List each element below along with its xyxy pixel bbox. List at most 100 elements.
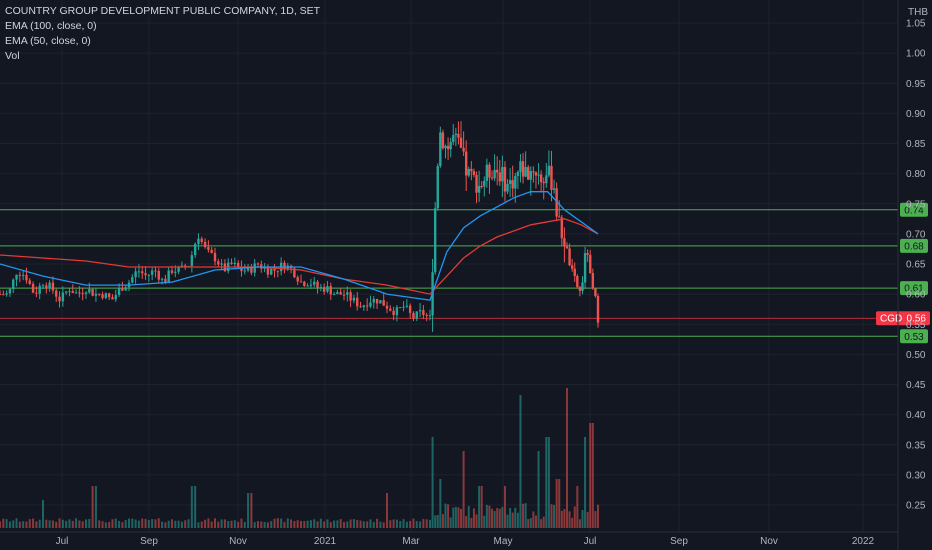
volume-bar: [491, 508, 494, 528]
volume-bar: [405, 521, 408, 528]
candle-body: [408, 305, 412, 313]
volume-bar: [313, 519, 316, 528]
volume-bar: [270, 521, 273, 528]
volume-bar: [555, 479, 558, 528]
volume-bar: [584, 437, 587, 528]
volume-bar: [379, 521, 382, 528]
volume-bar: [434, 515, 437, 528]
volume-bar: [266, 522, 269, 528]
candle-body: [369, 302, 372, 307]
candle-body: [399, 307, 402, 309]
volume-bar: [81, 521, 84, 528]
candle-body: [441, 132, 445, 149]
volume-bar: [283, 522, 286, 528]
candle-body: [589, 254, 592, 274]
volume-bar: [276, 518, 279, 528]
candle-body: [236, 262, 240, 268]
candle-body: [306, 285, 309, 287]
candle-body: [15, 274, 18, 280]
indicator-ema50[interactable]: EMA (50, close, 0): [5, 35, 91, 47]
candle-body: [586, 253, 589, 255]
volume-bar: [542, 516, 545, 528]
candle-body: [439, 132, 442, 167]
candlesticks: [0, 121, 600, 332]
x-tick-label: Nov: [760, 536, 778, 547]
candle-body: [467, 168, 470, 176]
currency-label: THB: [908, 7, 928, 18]
volume-bar: [8, 521, 11, 528]
candle-body: [8, 288, 12, 294]
volume-bars: [0, 388, 599, 528]
volume-bar: [386, 493, 388, 528]
candle-body: [174, 271, 177, 273]
candle-body: [529, 171, 532, 180]
candle-body: [542, 182, 545, 184]
candle-body: [454, 133, 458, 136]
indicator-ema100[interactable]: EMA (100, close, 0): [5, 20, 97, 32]
volume-bar: [137, 520, 140, 528]
volume-bar: [51, 520, 54, 528]
candle-body: [203, 241, 207, 248]
candle-body: [134, 271, 137, 278]
y-tick-label: 0.40: [906, 410, 926, 421]
volume-bar: [439, 479, 442, 528]
x-tick-label: Sep: [670, 536, 688, 547]
candle-body: [480, 185, 483, 187]
volume-bar: [356, 519, 359, 528]
volume-bar: [273, 518, 276, 528]
candle-body: [256, 263, 260, 265]
volume-bar: [412, 518, 415, 528]
volume-bar: [78, 520, 81, 528]
x-tick-label: Jul: [56, 536, 69, 547]
candle-body: [583, 253, 587, 283]
volume-bar: [457, 507, 460, 528]
x-tick-label: 2021: [314, 536, 337, 547]
y-tick-label: 0.60: [906, 290, 926, 301]
volume-bar: [18, 521, 21, 528]
volume-bar: [167, 520, 170, 528]
volume-bar: [573, 506, 576, 528]
volume-bar: [511, 512, 514, 528]
volume-bar: [68, 519, 71, 528]
x-tick-label: May: [494, 536, 513, 547]
volume-bar: [501, 506, 504, 528]
volume-bar: [447, 504, 450, 528]
volume-bar: [144, 518, 147, 528]
volume-bar: [309, 520, 312, 528]
x-tick-label: Sep: [140, 536, 158, 547]
indicator-volume[interactable]: Vol: [5, 50, 20, 62]
candle-body: [428, 315, 432, 317]
y-tick-label: 0.30: [906, 470, 926, 481]
candle-body: [462, 147, 465, 152]
candle-body: [537, 174, 540, 176]
candle-body: [576, 275, 579, 288]
candle-body: [207, 247, 210, 250]
volume-bar: [296, 520, 299, 528]
volume-bar: [470, 517, 473, 528]
volume-bar: [558, 479, 561, 528]
level-tag: [900, 329, 928, 344]
candle-body: [240, 267, 243, 272]
volume-bar: [568, 511, 571, 528]
candle-body: [78, 292, 81, 294]
volume-bar: [589, 423, 592, 528]
volume-bar: [190, 486, 193, 528]
volume-bar: [164, 522, 167, 528]
volume-bar: [333, 520, 336, 528]
volume-bar: [108, 521, 111, 528]
symbol-title[interactable]: COUNTRY GROUP DEVELOPMENT PUBLIC COMPANY…: [5, 5, 321, 17]
candle-body: [114, 295, 117, 300]
candle-body: [506, 183, 509, 192]
y-tick-label: 0.65: [906, 260, 926, 271]
candle-body: [336, 292, 339, 295]
candle-body: [25, 274, 28, 281]
candle-body: [385, 305, 389, 309]
volume-bar: [25, 521, 28, 528]
candle-body: [313, 281, 316, 285]
candle-body: [51, 282, 55, 291]
volume-bar: [237, 521, 240, 528]
candle-body: [84, 292, 88, 294]
candle-body: [483, 180, 486, 187]
candle-body: [283, 262, 286, 269]
